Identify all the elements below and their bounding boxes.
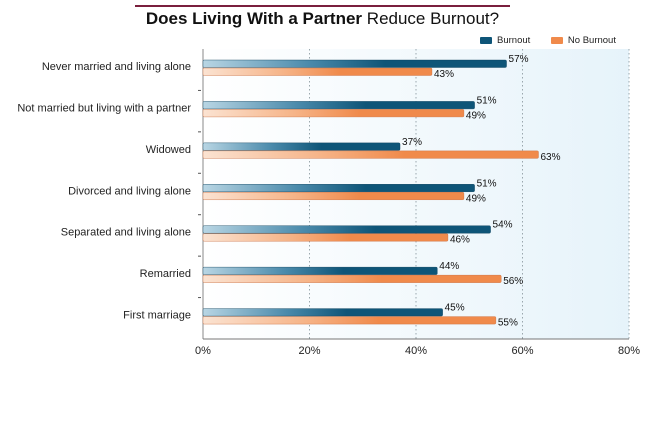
legend-label-burnout: Burnout [497, 35, 531, 46]
bar-no-burnout [202, 316, 497, 325]
bar-burnout [202, 308, 443, 317]
data-label-no-burnout: 49% [466, 193, 486, 204]
category-label: Never married and living alone [42, 61, 191, 73]
category-label: First marriage [123, 310, 191, 322]
x-tick-label: 20% [298, 345, 320, 357]
legend-swatch-no-burnout [550, 37, 563, 44]
data-label-burnout: 54% [493, 220, 513, 231]
data-label-no-burnout: 56% [503, 276, 523, 287]
category-label: Remarried [140, 268, 191, 280]
bar-burnout [202, 225, 491, 234]
category-label: Separated and living alone [61, 227, 191, 239]
legend-item-no-burnout: No Burnout [550, 35, 616, 46]
data-label-burnout: 51% [477, 95, 497, 106]
x-tick-label: 0% [195, 345, 211, 357]
data-label-no-burnout: 43% [434, 69, 454, 80]
data-label-no-burnout: 46% [450, 235, 470, 246]
bar-burnout [202, 59, 507, 68]
data-label-burnout: 45% [445, 303, 465, 314]
category-label: Not married but living with a partner [17, 102, 191, 114]
chart-title-bold: Does Living With a Partner [145, 9, 363, 28]
data-label-no-burnout: 55% [498, 318, 518, 329]
bar-burnout [202, 266, 438, 275]
data-label-no-burnout: 63% [540, 152, 560, 163]
bar-no-burnout [202, 233, 449, 242]
data-label-burnout: 44% [439, 261, 459, 272]
data-label-no-burnout: 49% [466, 110, 486, 121]
legend-label-no-burnout: No Burnout [567, 35, 616, 46]
legend-item-burnout: Burnout [480, 35, 530, 46]
chart-title: Does Living With a Partner Reduce Burnou… [0, 9, 645, 29]
category-label: Divorced and living alone [68, 185, 191, 197]
title-rule [135, 5, 510, 7]
x-tick-label: 60% [511, 345, 533, 357]
bar-burnout [202, 101, 475, 110]
legend: Burnout No Burnout [480, 35, 634, 47]
x-tick-label: 40% [405, 345, 427, 357]
bar-burnout [202, 142, 401, 151]
data-label-burnout: 57% [509, 54, 529, 65]
bar-no-burnout [202, 109, 465, 118]
category-label: Widowed [146, 144, 191, 156]
chart-title-rest: Reduce Burnout? [362, 9, 500, 28]
legend-swatch-burnout [480, 37, 492, 44]
data-label-burnout: 51% [477, 178, 497, 189]
bar-no-burnout [202, 192, 465, 200]
data-label-burnout: 37% [402, 137, 422, 148]
bar-burnout [202, 184, 475, 192]
x-tick-label: 80% [618, 345, 640, 357]
bar-no-burnout [202, 67, 433, 76]
bar-no-burnout [202, 274, 502, 283]
bar-no-burnout [202, 150, 539, 159]
